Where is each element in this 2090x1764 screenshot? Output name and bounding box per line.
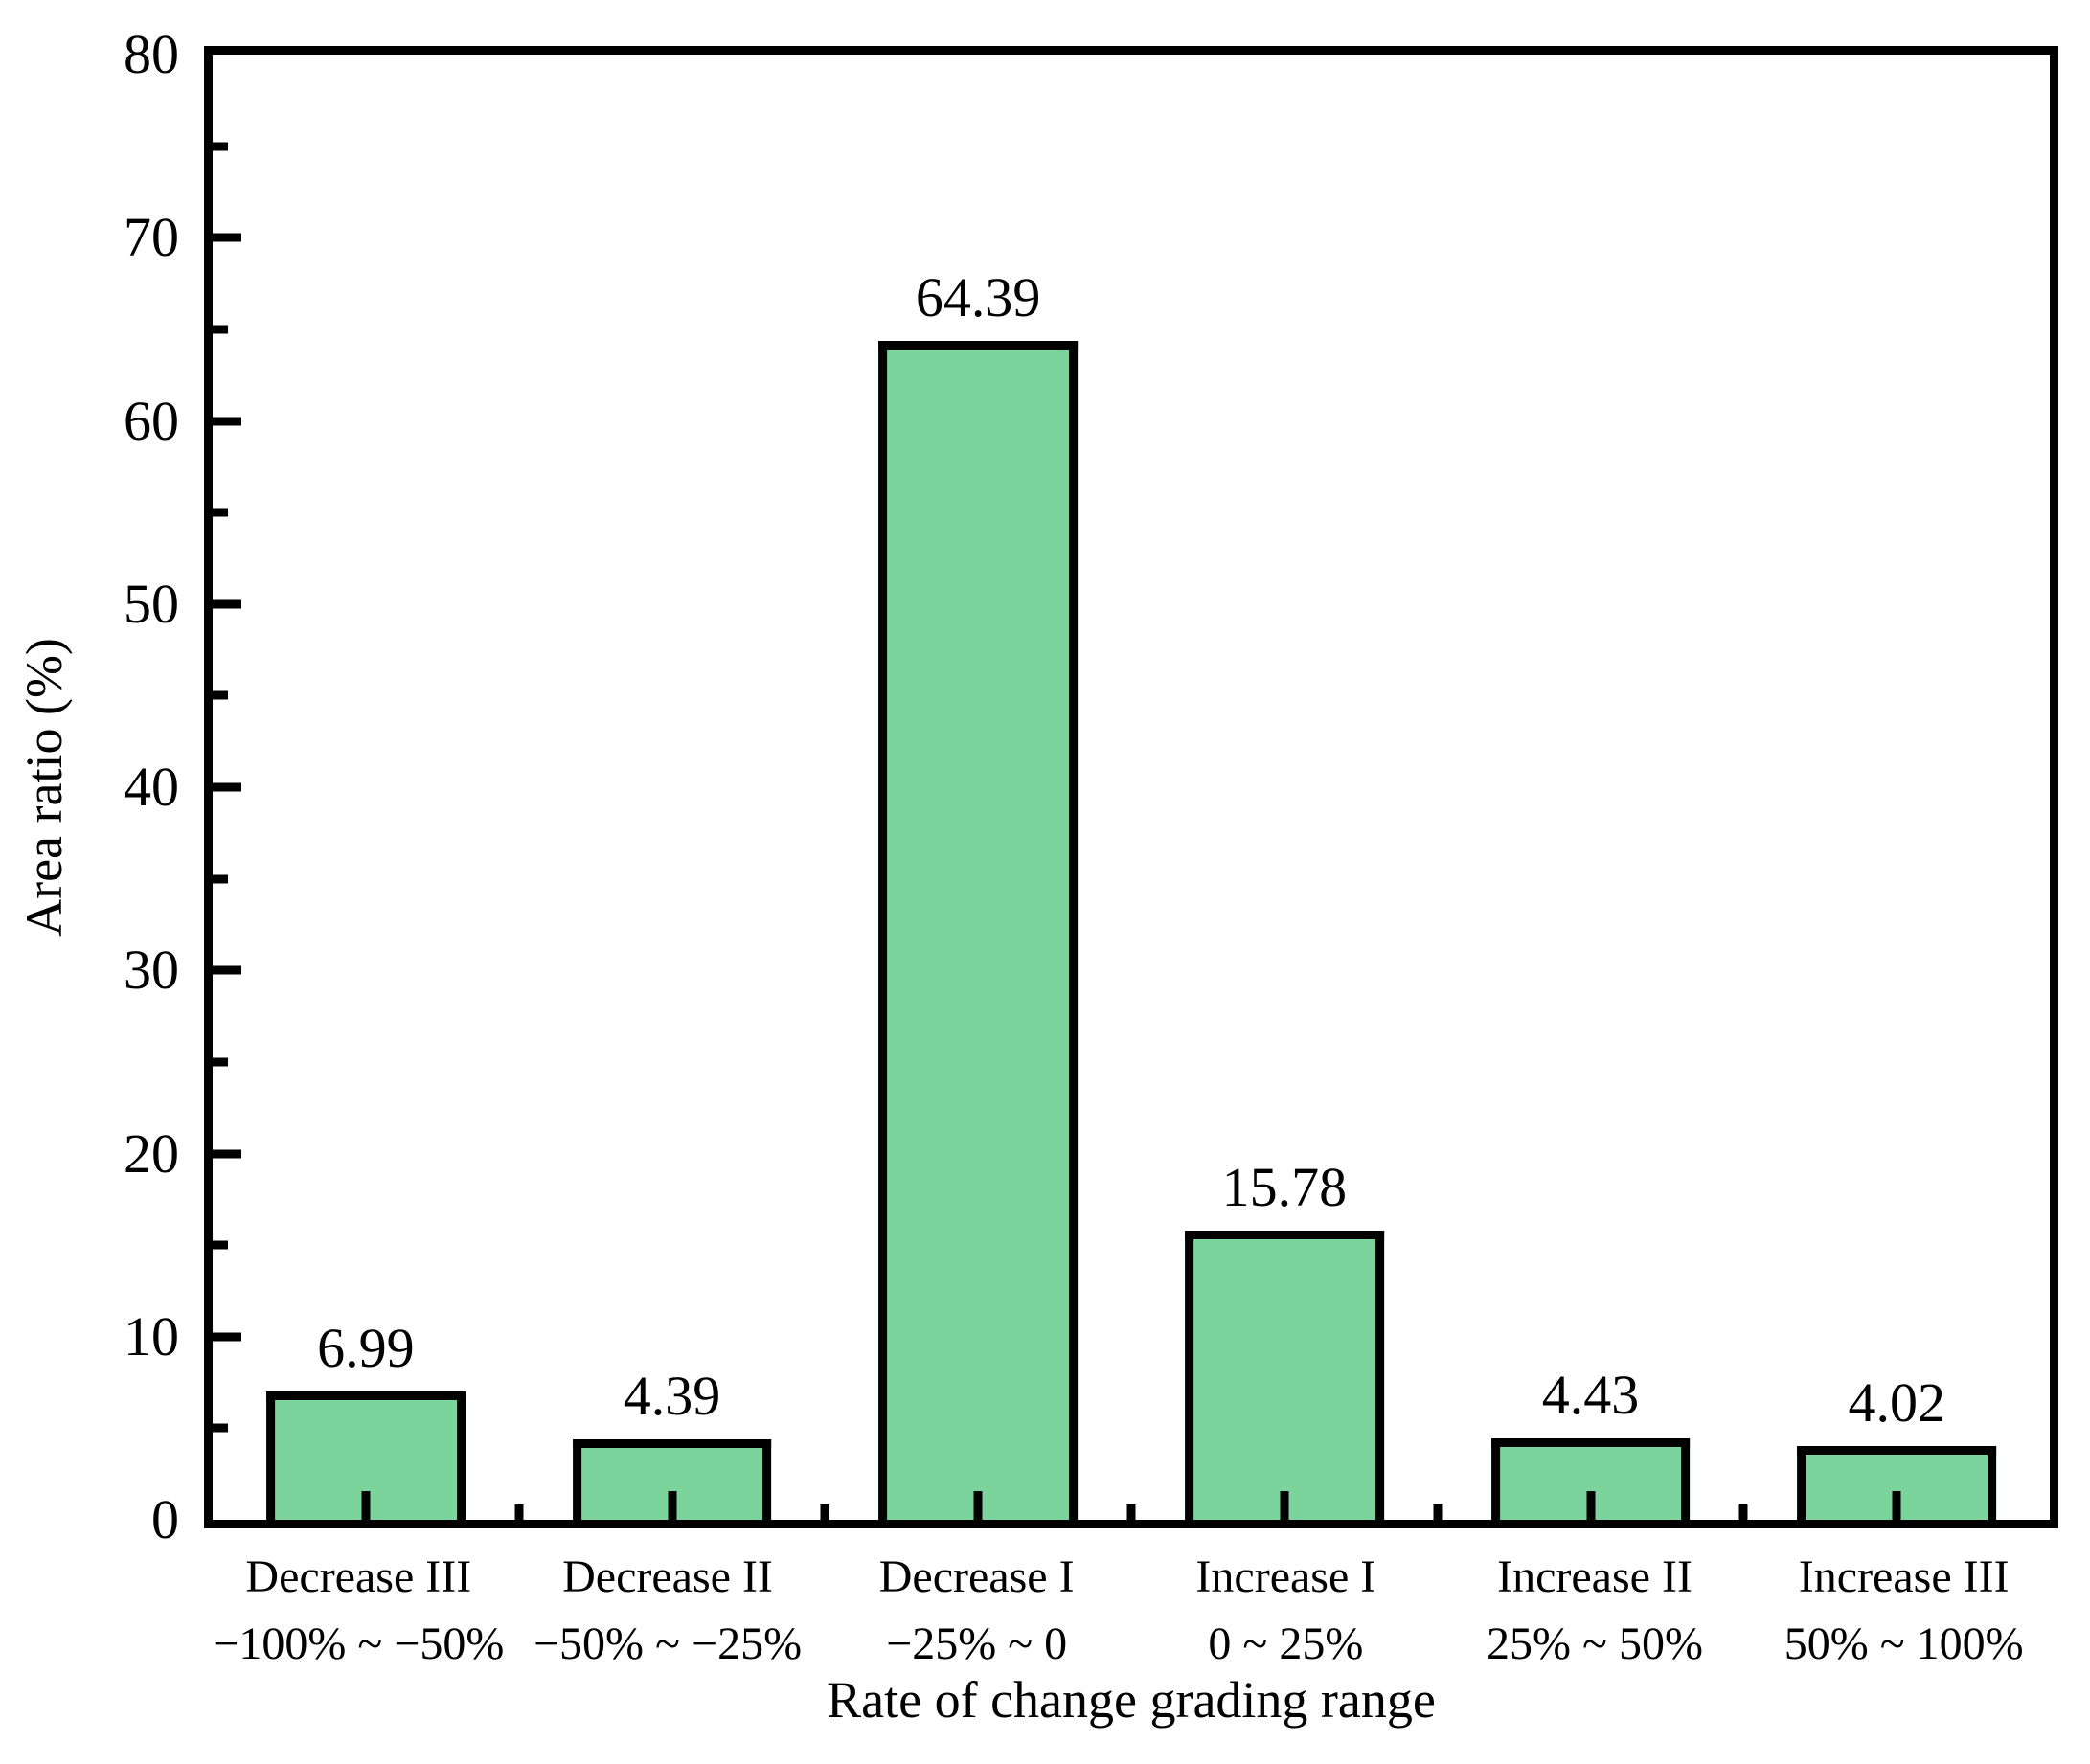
category-range: −50% ~ −25% — [533, 1618, 803, 1669]
x-minor-tick — [1738, 1504, 1748, 1520]
y-minor-tick — [213, 1423, 228, 1433]
y-major-tick — [213, 1332, 241, 1342]
x-category-decrease-iii: Decrease III −100% ~ −50% — [204, 1544, 513, 1678]
y-tick-label: 80 — [124, 23, 179, 85]
y-major-tick — [213, 782, 241, 792]
y-minor-tick — [213, 1057, 228, 1067]
x-major-tick — [1586, 1491, 1595, 1520]
x-axis-category-labels: Decrease III −100% ~ −50% Decrease II −5… — [204, 1544, 2058, 1678]
y-tick-label: 20 — [124, 1121, 179, 1185]
x-major-tick — [1892, 1491, 1901, 1520]
x-minor-tick — [820, 1504, 829, 1520]
plot-area: 6.99 4.39 64.39 15.78 4.43 4.02 — [124, 27, 2058, 1548]
x-category-increase-ii: Increase II 25% ~ 50% — [1441, 1544, 1750, 1678]
category-range: −25% ~ 0 — [886, 1618, 1068, 1669]
y-tick-label: 70 — [124, 206, 179, 269]
y-tick-label: 0 — [151, 1488, 179, 1550]
y-major-tick — [213, 233, 241, 242]
bars-container: 6.99 4.39 64.39 15.78 4.43 4.02 — [213, 55, 2050, 1520]
y-tick-label: 60 — [124, 389, 179, 452]
x-major-tick — [361, 1491, 371, 1520]
x-category-decrease-i: Decrease I −25% ~ 0 — [822, 1544, 1131, 1678]
x-minor-tick — [1433, 1504, 1443, 1520]
y-minor-tick — [213, 142, 228, 151]
y-tick-label: 30 — [124, 939, 179, 1002]
bar-slot-increase-i: 15.78 — [1131, 55, 1438, 1520]
x-major-tick — [668, 1491, 676, 1520]
category-range: 25% ~ 50% — [1487, 1618, 1703, 1669]
x-major-tick — [973, 1491, 983, 1520]
bar-value-label: 64.39 — [915, 265, 1041, 328]
x-minor-tick — [514, 1504, 524, 1520]
y-minor-tick — [213, 325, 228, 334]
category-name: Increase III — [1798, 1551, 2010, 1602]
category-name: Increase I — [1195, 1551, 1376, 1602]
x-axis-title: Rate of change grading range — [827, 1671, 1436, 1729]
bar-value-label: 15.78 — [1221, 1156, 1348, 1219]
category-name: Decrease I — [878, 1551, 1075, 1602]
x-category-decrease-ii: Decrease II −50% ~ −25% — [513, 1544, 823, 1678]
y-tick-label: 50 — [124, 572, 179, 635]
bar-slot-decrease-i: 64.39 — [825, 55, 1131, 1520]
bar-slot-decrease-ii: 4.39 — [519, 55, 826, 1520]
bar-value-label: 4.02 — [1848, 1371, 1945, 1435]
bar-decrease-i — [878, 340, 1079, 1520]
y-major-tick — [213, 599, 241, 609]
y-minor-tick — [213, 508, 228, 517]
x-major-tick — [1280, 1491, 1289, 1520]
y-minor-tick — [213, 874, 228, 884]
y-minor-tick — [213, 1240, 228, 1250]
category-name: Decrease II — [562, 1551, 773, 1602]
y-major-tick — [213, 965, 241, 975]
category-range: 0 ~ 25% — [1208, 1618, 1364, 1669]
category-name: Increase II — [1497, 1551, 1692, 1602]
y-tick-label: 10 — [124, 1304, 179, 1368]
bar-slot-increase-iii: 4.02 — [1743, 55, 2050, 1520]
x-category-increase-iii: Increase III 50% ~ 100% — [1749, 1544, 2058, 1678]
y-minor-tick — [213, 690, 228, 700]
y-major-tick — [213, 1149, 241, 1158]
bar-slot-increase-ii: 4.43 — [1438, 55, 1744, 1520]
bar-value-label: 4.39 — [623, 1365, 721, 1428]
y-tick-label: 40 — [124, 756, 179, 818]
bar-value-label: 4.43 — [1541, 1364, 1640, 1427]
y-major-tick — [213, 417, 241, 425]
category-range: 50% ~ 100% — [1783, 1618, 2024, 1669]
bar-slot-decrease-iii: 6.99 — [213, 55, 519, 1520]
bar-increase-i — [1184, 1231, 1384, 1520]
x-category-increase-i: Increase I 0 ~ 25% — [1131, 1544, 1441, 1678]
x-minor-tick — [1126, 1504, 1136, 1520]
bar-value-label: 6.99 — [317, 1317, 415, 1380]
category-range: −100% ~ −50% — [213, 1618, 505, 1669]
category-name: Decrease III — [245, 1551, 472, 1602]
